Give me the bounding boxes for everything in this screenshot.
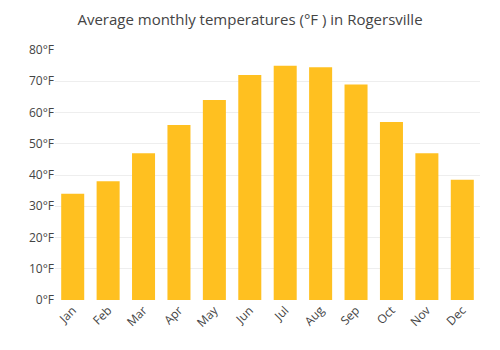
svg-text:Sep: Sep (336, 302, 363, 329)
svg-text:Oct: Oct (373, 302, 399, 328)
svg-text:Apr: Apr (160, 302, 186, 328)
svg-text:Dec: Dec (442, 302, 469, 329)
svg-text:Average monthly temperatures (: Average monthly temperatures (°F ) in Ro… (77, 9, 422, 29)
svg-text:Nov: Nov (406, 302, 434, 330)
svg-text:May: May (193, 301, 222, 330)
svg-text:Aug: Aug (300, 302, 328, 330)
svg-text:30°F: 30°F (29, 197, 54, 214)
svg-text:Jan: Jan (55, 302, 80, 327)
svg-text:70°F: 70°F (29, 72, 54, 89)
svg-text:Mar: Mar (123, 302, 151, 330)
svg-text:20°F: 20°F (29, 229, 54, 246)
svg-text:0°F: 0°F (36, 291, 54, 308)
svg-text:Jul: Jul (270, 302, 292, 324)
svg-text:80°F: 80°F (29, 41, 54, 58)
svg-text:60°F: 60°F (29, 104, 54, 121)
svg-text:Jun: Jun (231, 302, 256, 327)
svg-text:10°F: 10°F (29, 260, 54, 277)
svg-text:50°F: 50°F (29, 135, 54, 152)
svg-text:40°F: 40°F (29, 166, 54, 183)
svg-text:Feb: Feb (89, 302, 115, 328)
